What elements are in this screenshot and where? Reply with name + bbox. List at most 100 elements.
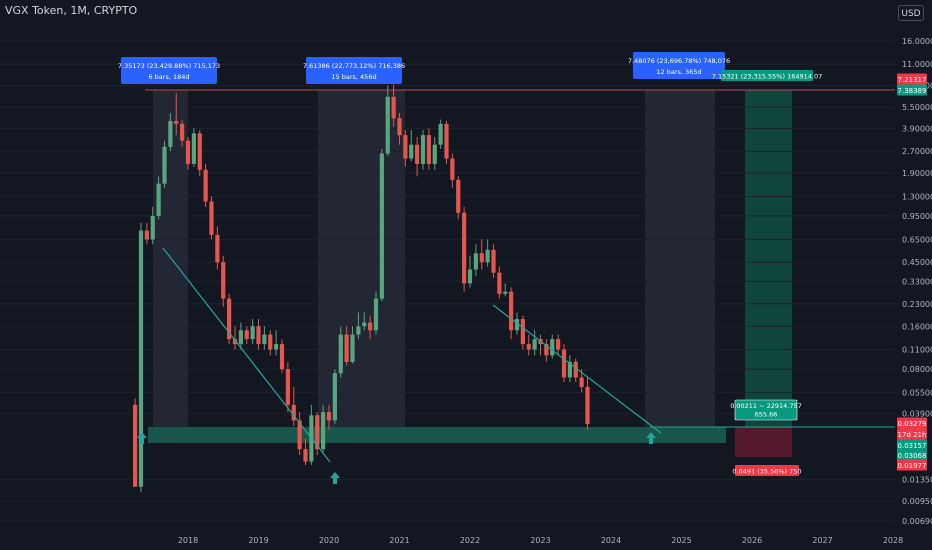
- candle-body: [344, 334, 349, 362]
- candle-body: [238, 330, 243, 345]
- candle-body: [426, 135, 431, 164]
- candle-body: [268, 334, 273, 350]
- x-tick-label: 2027: [812, 536, 832, 545]
- candle-body: [356, 326, 361, 335]
- candle-body: [391, 96, 396, 119]
- range-label-line2: 15 bars, 456d: [331, 73, 376, 81]
- candle-body: [579, 377, 584, 388]
- y-tick-label: 0.00950: [902, 497, 932, 506]
- price-badge: [897, 449, 927, 461]
- price-badge-text: 7.38389: [898, 87, 927, 95]
- candle-body: [227, 298, 232, 340]
- price-badge: [897, 73, 927, 85]
- candle-body: [150, 215, 155, 240]
- entry-label-box: [734, 399, 798, 421]
- candle-body: [526, 344, 531, 350]
- y-tick-label: 0.95000: [902, 212, 932, 221]
- range-label-line1: 7.48076 (23,696.78%) 748,076: [628, 57, 730, 65]
- candle-body: [520, 318, 525, 345]
- candle-body: [491, 249, 496, 273]
- candle-body: [456, 179, 461, 213]
- axes: 16.0000011.000007.800005.500003.900002.7…: [178, 37, 932, 545]
- range-label-line2: 12 bars, 365d: [656, 68, 701, 76]
- candle-body: [544, 344, 549, 356]
- x-tick-label: 2024: [601, 536, 621, 545]
- candle-body: [262, 334, 267, 345]
- x-tick-label: 2020: [319, 536, 339, 545]
- trend-line: [492, 304, 662, 434]
- entry-label-line1: 0.00211 ~ 22914.757: [730, 402, 802, 410]
- y-tick-label: 0.11000: [902, 345, 932, 354]
- candle-body: [397, 118, 402, 136]
- x-tick-label: 2018: [178, 536, 198, 545]
- candle-body: [215, 234, 220, 263]
- x-tick-label: 2028: [883, 536, 903, 545]
- price-badge-text: 17d 21h: [898, 431, 927, 439]
- trend-line: [162, 247, 331, 463]
- candle-body: [385, 96, 390, 154]
- candle-body: [420, 135, 426, 164]
- y-tick-label: 0.01350: [902, 475, 932, 484]
- price-badge-text: 7.21317: [898, 76, 927, 84]
- currency-button[interactable]: USD: [898, 5, 924, 21]
- candle-body: [497, 272, 502, 294]
- candle-body: [373, 298, 379, 331]
- price-badge: [897, 459, 927, 471]
- candle-body: [133, 404, 138, 487]
- candle-body: [432, 144, 437, 164]
- candle-body: [585, 387, 590, 425]
- target-zone: [745, 90, 792, 427]
- y-tick-label: 0.45000: [902, 258, 932, 267]
- y-tick-label: 0.00690: [902, 517, 932, 526]
- candle-body: [479, 253, 484, 263]
- candle-body: [415, 144, 420, 164]
- price-badge: [897, 439, 927, 451]
- candle-body: [350, 334, 355, 362]
- candle-body: [561, 349, 567, 378]
- candle-body: [326, 412, 332, 421]
- price-badge: [897, 84, 927, 96]
- target-label: 7.15321 (23,315.55%) 164914.07: [712, 73, 823, 81]
- y-tick-label: 0.23000: [902, 300, 932, 309]
- y-tick-label: 0.05500: [902, 388, 932, 397]
- range-label-box: [121, 57, 217, 84]
- candle-body: [485, 249, 490, 263]
- y-tick-label: 0.33000: [902, 277, 932, 286]
- candle-body: [209, 201, 214, 235]
- price-badge: [897, 417, 927, 429]
- candle-body: [503, 291, 508, 294]
- candle-body: [514, 318, 520, 331]
- candle-body: [467, 269, 473, 284]
- range-label-line1: 7.61386 (22,773.12%) 716,386: [303, 62, 405, 70]
- y-tick-label: 0.65000: [902, 235, 932, 244]
- candle-body: [232, 339, 238, 345]
- candle-body: [462, 212, 467, 284]
- candle-body: [368, 322, 373, 331]
- range-label-line2: 6 bars, 184d: [148, 73, 189, 81]
- candle-body: [291, 404, 296, 421]
- drawings: 7.35173 (23,429.88%) 715,173 6 bars, 184d…: [118, 52, 895, 484]
- chart-title: VGX Token, 1M, CRYPTO: [5, 4, 138, 17]
- stop-label-box: [735, 465, 799, 476]
- x-tick-label: 2023: [530, 536, 550, 545]
- x-tick-label: 2019: [248, 536, 268, 545]
- candle-body: [180, 123, 185, 141]
- y-tick-label: 0.03900: [902, 410, 932, 419]
- candle-body: [297, 420, 302, 450]
- candle-body: [567, 361, 572, 378]
- candle-body: [438, 123, 443, 145]
- candle-body: [362, 322, 367, 327]
- candle-body: [444, 123, 449, 159]
- up-arrow-icon: [330, 472, 340, 484]
- candle-body: [556, 339, 561, 350]
- range-highlight: [645, 90, 715, 427]
- candle-body: [203, 169, 208, 202]
- x-tick-label: 2026: [742, 536, 762, 545]
- stop-label: 0.0491 (35.56%) 750: [732, 468, 801, 476]
- candle-body: [450, 158, 455, 180]
- candle-body: [156, 183, 161, 216]
- y-tick-label: 0.08000: [902, 365, 932, 374]
- range-label-box: [306, 57, 402, 84]
